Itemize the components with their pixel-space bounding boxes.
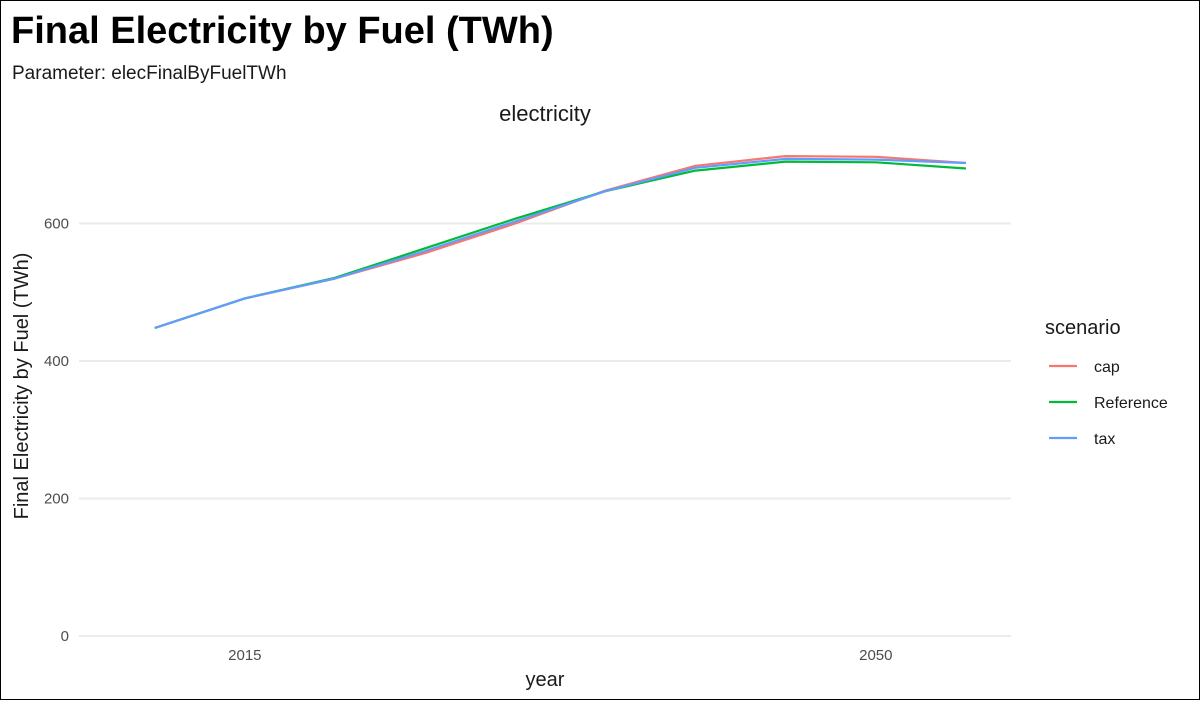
legend-items: cap Reference tax (1049, 359, 1168, 448)
facet-strip-label: electricity (499, 101, 591, 126)
y-tick-label: 400 (44, 353, 69, 370)
legend-label-cap: cap (1094, 359, 1120, 376)
y-axis-ticks: 0 200 400 600 (44, 216, 69, 646)
legend-label-tax: tax (1094, 431, 1115, 448)
series-line-cap (154, 155, 966, 330)
y-tick-label: 200 (44, 491, 69, 508)
x-tick-label: 2050 (859, 647, 892, 664)
series-lines (154, 155, 966, 330)
chart-title: Final Electricity by Fuel (TWh) (11, 10, 554, 52)
y-axis-title: Final Electricity by Fuel (TWh) (11, 253, 33, 520)
series-line-reference (154, 160, 966, 330)
chart-subtitle: Parameter: elecFinalByFuelTWh (12, 63, 287, 84)
series-line-tax (154, 157, 966, 330)
legend-label-reference: Reference (1094, 395, 1168, 412)
legend-title: scenario (1045, 317, 1121, 339)
x-axis-title: year (526, 669, 565, 691)
y-tick-label: 0 (61, 628, 69, 645)
y-tick-label: 600 (44, 216, 69, 233)
gridlines (79, 222, 1011, 637)
legend: scenario cap Reference tax (1045, 317, 1168, 448)
x-tick-label: 2015 (228, 647, 261, 664)
x-axis-ticks: 2015 2050 (228, 647, 892, 664)
